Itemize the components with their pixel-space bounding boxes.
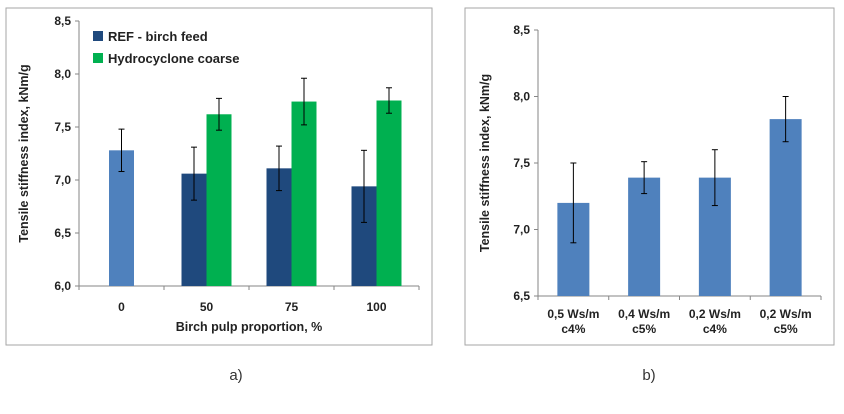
chart-b-y-tick-label: 8,5 (513, 23, 530, 37)
chart-b-y-axis-label: Tensile stiffness index, kNm/g (478, 74, 492, 252)
chart-b-x-tick-label-line2: c5% (632, 322, 656, 336)
chart-b-bar-3 (769, 119, 802, 296)
chart-a-y-tick-label: 7,5 (54, 120, 71, 134)
chart-b-frame (464, 7, 835, 346)
caption-a: a) (229, 367, 242, 384)
caption-b: b) (642, 367, 655, 384)
chart-b-bar-1 (628, 177, 661, 296)
chart-a-y-tick-label: 7,0 (54, 173, 71, 187)
chart-a-x-tick-label: 100 (366, 300, 386, 314)
chart-a-y-tick-label: 6,5 (54, 226, 71, 240)
chart-a-bar-series1-50 (206, 114, 232, 286)
chart-a-bar-series1-100 (376, 100, 402, 286)
chart-a-x-tick-label: 50 (200, 300, 214, 314)
chart-b-y-tick-label: 7,5 (513, 156, 530, 170)
chart-a-legend-swatch-1 (93, 53, 103, 63)
chart-b: 6,57,07,58,08,50,5 Ws/mc4%0,4 Ws/mc5%0,2… (478, 23, 822, 336)
chart-a-legend-label-0: REF - birch feed (108, 29, 208, 44)
chart-b-x-tick-label-line2: c5% (774, 322, 798, 336)
chart-b-y-tick-label: 6,5 (513, 289, 530, 303)
chart-a-y-axis-label: Tensile stiffness index, kNm/g (17, 64, 31, 242)
chart-a-x-tick-label: 75 (285, 300, 299, 314)
chart-a-y-tick-label: 8,0 (54, 67, 71, 81)
chart-a: 6,0 6,5 7,0 7,5 8,0 8,5 0 50 75 100 Tensile stiffn… (17, 14, 420, 334)
chart-a-frame (5, 7, 433, 346)
chart-a-x-axis-label: Birch pulp proportion, % (176, 320, 323, 334)
chart-a-legend-label-1: Hydrocyclone coarse (108, 51, 240, 66)
chart-b-y-tick-label: 8,0 (513, 90, 530, 104)
chart-a-bar-0 (109, 150, 134, 286)
chart-a-bar-series1-75 (291, 101, 317, 286)
chart-b-x-tick-label-line1: 0,5 Ws/m (547, 307, 599, 321)
chart-a-y-tick-label: 6,0 (54, 279, 71, 293)
chart-b-x-tick-label-line1: 0,2 Ws/m (760, 307, 812, 321)
chart-b-x-tick-label-line1: 0,4 Ws/m (618, 307, 670, 321)
chart-b-x-tick-label-line2: c4% (703, 322, 727, 336)
chart-a-y-tick-label: 8,5 (54, 14, 71, 28)
chart-a-x-tick-label: 0 (118, 300, 125, 314)
chart-a-legend-swatch-0 (93, 31, 103, 41)
chart-b-y-tick-label: 7,0 (513, 223, 530, 237)
chart-b-x-tick-label-line1: 0,2 Ws/m (689, 307, 741, 321)
chart-b-x-tick-label-line2: c4% (561, 322, 585, 336)
